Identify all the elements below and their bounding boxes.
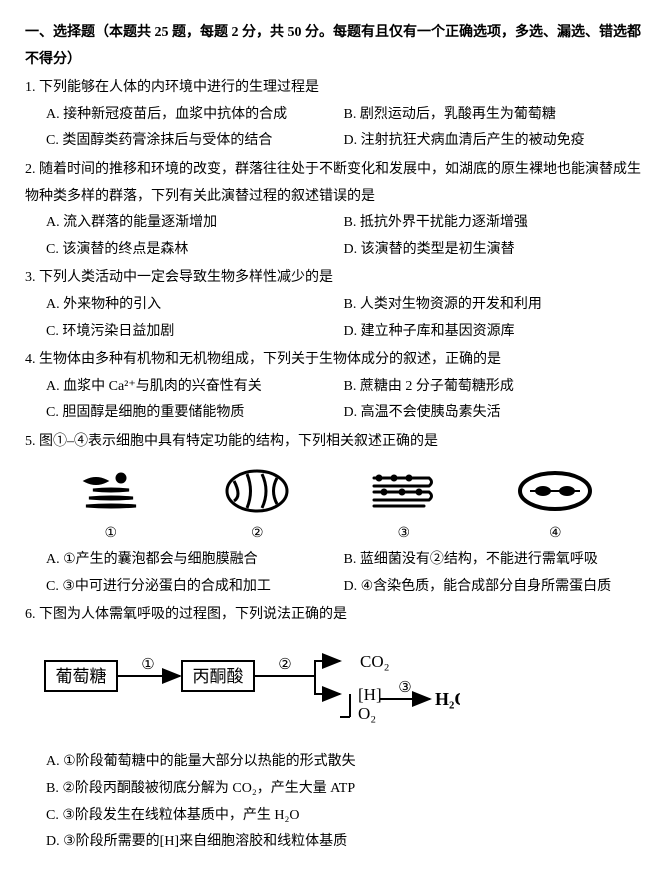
q2-opt-c: C. 该演替的终点是森林 [46, 237, 344, 264]
q6-flow-diagram: 葡萄糖 ① 丙酮酸 ② CO₂ [H] O₂ ③ H₂O [40, 639, 641, 740]
q3-opt-c: C. 环境污染日益加剧 [46, 319, 344, 346]
q3-opt-d: D. 建立种子库和基因资源库 [344, 319, 642, 346]
q1-opt-c: C. 类固醇类药膏涂抹后与受体的结合 [46, 128, 344, 155]
q1-opt-d: D. 注射抗狂犬病血清后产生的被动免疫 [344, 128, 642, 155]
mitochondria-icon [222, 466, 292, 516]
q5-diagram-1: ① [71, 466, 151, 548]
q5-opt-d: D. ④含染色质，能合成部分自身所需蛋白质 [344, 574, 642, 601]
q5-opt-b: B. 蓝细菌没有②结构，不能进行需氧呼吸 [344, 547, 642, 574]
q3-stem: 3. 下列人类活动中一定会导致生物多样性减少的是 [25, 265, 641, 292]
question-4: 4. 生物体由多种有机物和无机物组成，下列关于生物体成分的叙述，正确的是 A. … [25, 347, 641, 427]
q5-opt-c: C. ③中可进行分泌蛋白的合成和加工 [46, 574, 344, 601]
section-title: 一、选择题（本题共 25 题，每题 2 分，共 50 分。每题有且仅有一个正确选… [25, 20, 641, 73]
q1-opt-b: B. 剧烈运动后，乳酸再生为葡萄糖 [344, 102, 642, 129]
q6-opt-a: A. ①阶段葡萄糖中的能量大部分以热能的形式散失 [46, 749, 641, 776]
q4-stem: 4. 生物体由多种有机物和无机物组成，下列关于生物体成分的叙述，正确的是 [25, 347, 641, 374]
flow-pyruvate: 丙酮酸 [193, 667, 244, 686]
q6-opt-b: B. ②阶段丙酮酸被彻底分解为 CO₂，产生大量 ATP [46, 776, 641, 803]
question-6: 6. 下图为人体需氧呼吸的过程图，下列说法正确的是 葡萄糖 ① 丙酮酸 ② CO… [25, 602, 641, 856]
q5-options: A. ①产生的囊泡都会与细胞膜融合 B. 蓝细菌没有②结构，不能进行需氧呼吸 C… [25, 547, 641, 600]
q5-stem: 5. 图①–④表示细胞中具有特定功能的结构，下列相关叙述正确的是 [25, 429, 641, 456]
question-2: 2. 随着时间的推移和环境的改变，群落往往处于不断变化和发展中，如湖底的原生裸地… [25, 157, 641, 263]
q6-opt-c: C. ③阶段发生在线粒体基质中，产生 H₂O [46, 803, 641, 830]
flow-step2: ② [278, 657, 291, 673]
q2-opt-a: A. 流入群落的能量逐渐增加 [46, 210, 344, 237]
q5-diagram-3: ③ [364, 466, 444, 548]
flow-step3: ③ [398, 680, 411, 696]
flow-h2o: H₂O [435, 689, 460, 709]
q4-opt-b: B. 蔗糖由 2 分子葡萄糖形成 [344, 374, 642, 401]
q4-opt-c: C. 胆固醇是细胞的重要储能物质 [46, 400, 344, 427]
q6-stem: 6. 下图为人体需氧呼吸的过程图，下列说法正确的是 [25, 602, 641, 629]
q5-label-1: ① [71, 521, 151, 548]
flow-glucose: 葡萄糖 [56, 667, 107, 686]
question-5: 5. 图①–④表示细胞中具有特定功能的结构，下列相关叙述正确的是 ① ② [25, 429, 641, 600]
q2-opt-d: D. 该演替的类型是初生演替 [344, 237, 642, 264]
q5-diagrams: ① ② ③ [35, 466, 631, 548]
q4-opt-d: D. 高温不会使胰岛素失活 [344, 400, 642, 427]
golgi-icon [71, 466, 151, 516]
q5-diagram-4: ④ [515, 466, 595, 548]
q3-opt-a: A. 外来物种的引入 [46, 292, 344, 319]
q5-diagram-2: ② [222, 466, 292, 548]
q2-opt-b: B. 抵抗外界干扰能力逐渐增强 [344, 210, 642, 237]
flow-h: [H] [358, 685, 382, 704]
flow-co2: CO₂ [360, 652, 390, 671]
q6-opt-d: D. ③阶段所需要的[H]来自细胞溶胶和线粒体基质 [46, 829, 641, 856]
q4-opt-a: A. 血浆中 Ca²⁺与肌肉的兴奋性有关 [46, 374, 344, 401]
q5-opt-a: A. ①产生的囊泡都会与细胞膜融合 [46, 547, 344, 574]
q3-opt-b: B. 人类对生物资源的开发和利用 [344, 292, 642, 319]
q1-options: A. 接种新冠疫苗后，血浆中抗体的合成 B. 剧烈运动后，乳酸再生为葡萄糖 C.… [25, 102, 641, 155]
q4-options: A. 血浆中 Ca²⁺与肌肉的兴奋性有关 B. 蔗糖由 2 分子葡萄糖形成 C.… [25, 374, 641, 427]
q2-options: A. 流入群落的能量逐渐增加 B. 抵抗外界干扰能力逐渐增强 C. 该演替的终点… [25, 210, 641, 263]
q3-options: A. 外来物种的引入 B. 人类对生物资源的开发和利用 C. 环境污染日益加剧 … [25, 292, 641, 345]
flow-o2: O₂ [358, 704, 376, 723]
q5-label-3: ③ [364, 521, 444, 548]
flow-step1: ① [141, 657, 154, 673]
q6-options: A. ①阶段葡萄糖中的能量大部分以热能的形式散失 B. ②阶段丙酮酸被彻底分解为… [25, 749, 641, 855]
er-icon [364, 466, 444, 516]
question-3: 3. 下列人类活动中一定会导致生物多样性减少的是 A. 外来物种的引入 B. 人… [25, 265, 641, 345]
respiration-flow-icon: 葡萄糖 ① 丙酮酸 ② CO₂ [H] O₂ ③ H₂O [40, 639, 460, 729]
chloroplast-icon [515, 466, 595, 516]
q5-label-2: ② [222, 521, 292, 548]
q2-stem: 2. 随着时间的推移和环境的改变，群落往往处于不断变化和发展中，如湖底的原生裸地… [25, 157, 641, 210]
q1-stem: 1. 下列能够在人体的内环境中进行的生理过程是 [25, 75, 641, 102]
question-1: 1. 下列能够在人体的内环境中进行的生理过程是 A. 接种新冠疫苗后，血浆中抗体… [25, 75, 641, 155]
q1-opt-a: A. 接种新冠疫苗后，血浆中抗体的合成 [46, 102, 344, 129]
q5-label-4: ④ [515, 521, 595, 548]
